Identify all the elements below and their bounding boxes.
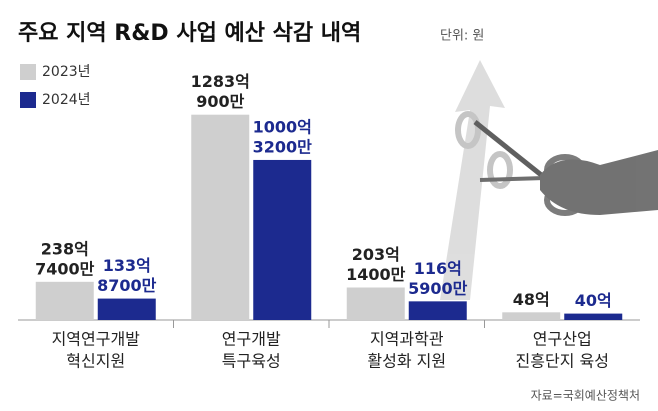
legend-swatch xyxy=(20,92,36,108)
value-label: 8700만 xyxy=(97,276,157,295)
x-tick-label: 진흥단지 육성 xyxy=(516,352,609,371)
value-label: 1400만 xyxy=(346,265,406,284)
value-label: 7400만 xyxy=(35,259,95,278)
value-label: 133억 xyxy=(103,256,151,275)
bar xyxy=(35,281,94,320)
value-label: 1000억 xyxy=(253,117,312,136)
x-tick-label: 연구개발 xyxy=(222,330,281,349)
x-tick-label: 혁신지원 xyxy=(66,352,125,371)
x-tick-label: 지역과학관 xyxy=(370,330,444,349)
bar xyxy=(564,313,623,320)
x-tick-label: 특구육성 xyxy=(222,352,281,371)
value-label: 3200만 xyxy=(253,137,313,156)
value-label: 116억 xyxy=(414,259,462,278)
bar xyxy=(502,312,561,320)
bar xyxy=(253,159,312,320)
bar xyxy=(97,298,156,320)
x-tick-label: 활성화 지원 xyxy=(367,352,446,371)
value-label: 203억 xyxy=(352,245,400,264)
chart-subtitle: 단위: 원 xyxy=(440,29,484,44)
value-label: 900만 xyxy=(196,92,244,111)
bar xyxy=(191,114,250,320)
legend-label: 2023년 xyxy=(42,64,91,80)
source: 자료=국회예산정책처 xyxy=(531,388,640,403)
bar xyxy=(408,301,467,320)
scissors-illustration xyxy=(440,60,658,300)
x-tick-label: 연구산업 xyxy=(533,330,592,349)
legend-label: 2024년 xyxy=(42,92,91,108)
value-label: 40억 xyxy=(575,291,612,310)
chart-title: 주요 지역 R&D 사업 예산 삭감 내역 xyxy=(18,21,361,46)
legend-swatch xyxy=(20,64,36,80)
value-label: 5900만 xyxy=(408,279,468,298)
x-tick-label: 지역연구개발 xyxy=(52,330,141,349)
value-label: 48억 xyxy=(513,290,550,309)
bar xyxy=(346,287,405,320)
value-label: 238억 xyxy=(41,239,89,258)
value-label: 1283억 xyxy=(191,72,250,91)
